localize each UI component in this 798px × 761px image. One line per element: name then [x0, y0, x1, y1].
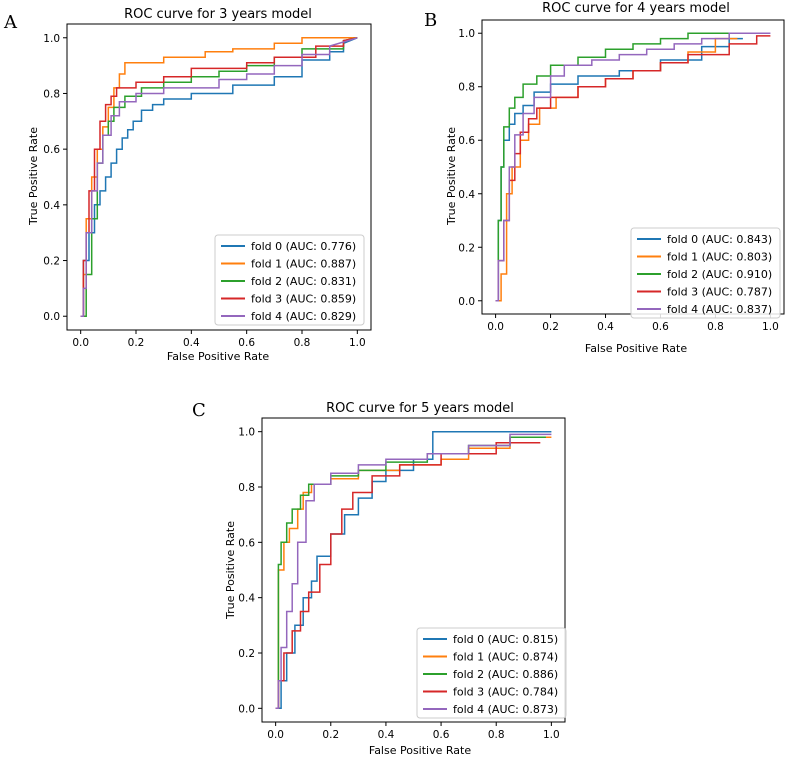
y-tick-label-a-3: 0.6 [43, 144, 60, 156]
y-tick-label-a-0: 0.0 [43, 311, 60, 323]
legend-label-a-4: fold 4 (AUC: 0.829) [251, 310, 356, 323]
y-tick-label-b-0: 0.0 [458, 296, 475, 308]
legend-label-b-2: fold 2 (AUC: 0.910) [667, 268, 772, 281]
roc-line-b-fold-2 [495, 32, 743, 302]
y-tick-label-b-1: 0.2 [458, 242, 475, 254]
y-tick-label-c-1: 0.2 [238, 648, 255, 660]
x-tick-label-c-3: 0.6 [433, 729, 450, 741]
legend-label-a-0: fold 0 (AUC: 0.776) [251, 240, 356, 253]
legend-box-a [214, 234, 365, 326]
legend-label-c-3: fold 3 (AUC: 0.784) [453, 686, 558, 699]
roc-line-a-fold-4 [80, 37, 358, 317]
y-tick-label-a-4: 0.8 [43, 88, 60, 100]
legend-box-c [416, 627, 567, 719]
y-tick-label-c-5: 1.0 [238, 427, 255, 439]
y-tick-label-a-1: 0.2 [43, 256, 60, 268]
chart-title-b: ROC curve for 4 years model [542, 1, 730, 16]
plot-frame-c [261, 417, 566, 723]
legend-c: fold 0 (AUC: 0.815) fold 1 (AUC: 0.874) fo… [416, 627, 567, 719]
x-tick-label-a-4: 0.8 [294, 337, 311, 349]
panel-letter-b: B [424, 10, 437, 31]
x-tick-label-b-3: 0.6 [652, 321, 669, 333]
x-tick-label-c-2: 0.4 [378, 729, 395, 741]
y-tick-label-b-4: 0.8 [458, 82, 475, 94]
legend-label-c-0: fold 0 (AUC: 0.815) [453, 633, 558, 646]
y-tick-label-c-2: 0.4 [238, 593, 255, 605]
legend-label-a-2: fold 2 (AUC: 0.831) [251, 275, 356, 288]
legend-label-c-2: fold 2 (AUC: 0.886) [453, 668, 558, 681]
panel-b: B ROC curve for 4 years model False Posi… [424, 1, 785, 355]
x-tick-label-a-2: 0.4 [183, 337, 200, 349]
legend-b: fold 0 (AUC: 0.843) fold 1 (AUC: 0.803) fo… [630, 227, 781, 319]
y-axis-label-a: True Positive Rate [27, 127, 40, 226]
legend-label-b-1: fold 1 (AUC: 0.803) [667, 251, 772, 264]
y-tick-label-a-2: 0.4 [43, 200, 60, 212]
x-tick-label-c-5: 1.0 [543, 729, 560, 741]
legend-label-c-1: fold 1 (AUC: 0.874) [453, 651, 558, 664]
x-tick-label-b-5: 1.0 [762, 321, 779, 333]
chart-title-a: ROC curve for 3 years model [124, 7, 312, 22]
roc-line-b-fold-4 [495, 32, 771, 302]
x-tick-label-b-2: 0.4 [597, 321, 614, 333]
x-tick-label-b-0: 0.0 [487, 321, 504, 333]
panel-letter-a: A [3, 12, 18, 33]
x-tick-label-b-1: 0.2 [542, 321, 559, 333]
chart-title-c: ROC curve for 5 years model [326, 401, 514, 416]
legend-label-b-3: fold 3 (AUC: 0.787) [667, 286, 772, 299]
y-tick-label-a-5: 1.0 [43, 33, 60, 45]
x-tick-label-c-4: 0.8 [488, 729, 505, 741]
legend-a: fold 0 (AUC: 0.776) fold 1 (AUC: 0.887) fo… [214, 234, 365, 326]
x-axis-label-a: False Positive Rate [167, 350, 269, 363]
legend-label-b-0: fold 0 (AUC: 0.843) [667, 233, 772, 246]
y-tick-label-c-3: 0.6 [238, 537, 255, 549]
plot-frame-a [66, 23, 372, 331]
legend-label-b-4: fold 4 (AUC: 0.837) [667, 303, 772, 316]
y-tick-label-b-2: 0.4 [458, 189, 475, 201]
x-tick-label-a-5: 1.0 [349, 337, 366, 349]
x-tick-label-a-1: 0.2 [128, 337, 145, 349]
roc-line-c-fold-4 [275, 433, 552, 710]
x-tick-label-b-4: 0.8 [707, 321, 724, 333]
y-axis-label-c: True Positive Rate [224, 521, 237, 620]
x-tick-label-c-1: 0.2 [322, 729, 339, 741]
roc-line-c-fold-3 [275, 441, 541, 710]
panel-c: C ROC curve for 5 years model False Posi… [192, 400, 567, 757]
y-tick-label-c-0: 0.0 [238, 703, 255, 715]
y-tick-label-b-3: 0.6 [458, 135, 475, 147]
x-axis-label-c: False Positive Rate [369, 744, 471, 757]
x-tick-label-a-3: 0.6 [238, 337, 255, 349]
y-tick-label-b-5: 1.0 [458, 28, 475, 40]
roc-line-a-fold-3 [80, 37, 358, 317]
x-axis-label-b: False Positive Rate [585, 342, 687, 355]
panel-a: A ROC curve for 3 years model False Posi… [3, 7, 372, 363]
legend-box-b [630, 227, 781, 319]
y-tick-label-c-4: 0.8 [238, 482, 255, 494]
legend-label-a-3: fold 3 (AUC: 0.859) [251, 293, 356, 306]
legend-label-a-1: fold 1 (AUC: 0.887) [251, 258, 356, 271]
panel-letter-c: C [192, 400, 206, 421]
x-tick-label-c-0: 0.0 [267, 729, 284, 741]
x-tick-label-a-0: 0.0 [72, 337, 89, 349]
legend-label-c-4: fold 4 (AUC: 0.873) [453, 703, 558, 716]
y-axis-label-b: True Positive Rate [445, 127, 458, 226]
